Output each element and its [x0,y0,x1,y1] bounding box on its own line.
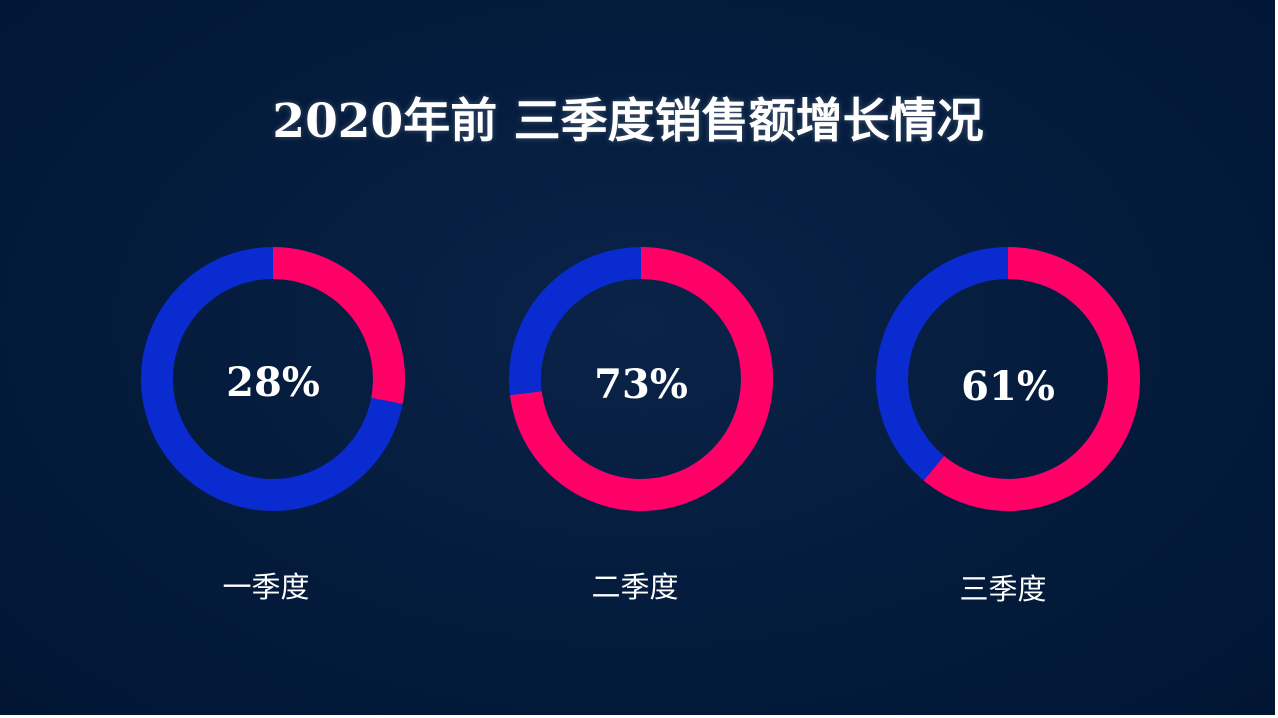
percent-label-q1: 28% [226,359,320,406]
donut-segment-q1 [141,247,405,511]
quarter-label-q2: 二季度 [591,570,679,604]
donut-chart-q3: 61% [876,247,1140,511]
donut-svg-q2 [509,247,773,511]
page-title: 2020年前 三季度销售额增长情况 [272,94,984,149]
percent-label-q2: 73% [594,361,688,408]
donut-svg-q3 [876,247,1140,511]
donut-svg-q1 [141,247,405,511]
donut-segment-q3 [876,247,1140,511]
frame-bottom-border [0,715,1278,718]
donut-chart-q1: 28% [141,247,405,511]
donut-chart-q2: 73% [509,247,773,511]
frame-right-border [1275,0,1278,718]
donut-segment-q2 [509,247,773,511]
percent-label-q3: 61% [961,363,1055,410]
quarter-label-q3: 三季度 [959,572,1047,606]
quarter-label-q1: 一季度 [222,570,310,604]
